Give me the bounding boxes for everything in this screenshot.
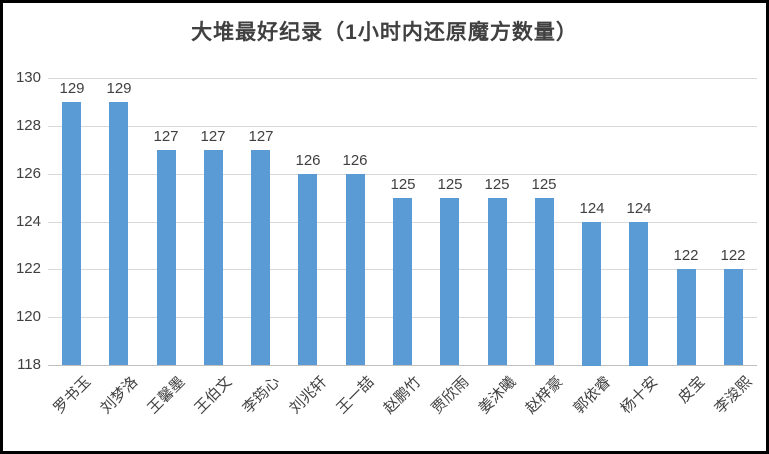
y-axis-tick-label: 122 [15,260,41,277]
bar-赵鹏竹 [393,198,412,365]
bar-杨十安 [629,222,648,366]
bar-value-label: 129 [59,80,85,97]
bar-郭依睿 [582,222,601,366]
bar-刘梦洛 [109,102,128,365]
bar-刘兆轩 [298,174,317,365]
bar-王一喆 [346,174,365,365]
bar-罗书玉 [62,102,81,365]
bar-value-label: 127 [200,128,226,145]
x-axis-label: 皮宝 [675,373,709,407]
bar-value-label: 125 [531,176,557,193]
bar-value-label: 125 [390,176,416,193]
bar-王馨墨 [157,150,176,365]
y-axis-tick-label: 128 [15,117,41,134]
bar-value-label: 124 [626,200,652,217]
y-axis-tick-label: 126 [15,165,41,182]
gridline [48,174,757,175]
x-axis-label: 赵鹏竹 [380,373,425,418]
x-axis-label: 王一喆 [333,373,378,418]
plot-area: 118 120 122 124 126 128 130 129 罗书玉 129 刘梦洛 127 王馨墨 1… [3,3,766,451]
y-axis-tick-label: 130 [15,69,41,86]
bar-赵梓豪 [535,198,554,365]
x-axis-label: 姜沐曦 [475,373,520,418]
bar-李浚熙 [724,269,743,365]
y-axis-tick-label: 120 [15,308,41,325]
bar-皮宝 [677,269,696,365]
x-axis-label: 贾欣雨 [428,373,473,418]
bar-value-label: 129 [106,80,132,97]
bar-李筠心 [251,150,270,365]
bar-贾欣雨 [440,198,459,365]
bar-value-label: 126 [295,152,321,169]
bar-value-label: 125 [484,176,510,193]
x-axis-label: 刘兆轩 [286,373,331,418]
x-axis-label: 罗书玉 [50,373,95,418]
x-axis-label: 赵梓豪 [522,373,567,418]
bar-value-label: 125 [437,176,463,193]
x-axis-label: 杨十安 [617,373,662,418]
bar-王伯文 [204,150,223,365]
bar-姜沐曦 [488,198,507,365]
x-axis-line [48,365,757,366]
x-axis-label: 刘梦洛 [97,373,142,418]
bar-value-label: 127 [248,128,274,145]
x-axis-label: 王伯文 [191,373,236,418]
x-axis-label: 郭依睿 [570,373,615,418]
gridline [48,78,757,79]
y-axis-tick-label: 124 [15,213,41,230]
bar-value-label: 122 [673,247,699,264]
bar-value-label: 124 [579,200,605,217]
bar-value-label: 126 [342,152,368,169]
y-axis-tick-label: 118 [17,356,41,373]
x-axis-label: 王馨墨 [144,373,189,418]
chart-title: 大堆最好纪录（1小时内还原魔方数量） [191,21,578,44]
bar-value-label: 122 [720,247,746,264]
x-axis-label: 李筠心 [239,373,284,418]
bar-value-label: 127 [153,128,179,145]
gridline [48,126,757,127]
x-axis-label: 李浚熙 [711,373,756,418]
